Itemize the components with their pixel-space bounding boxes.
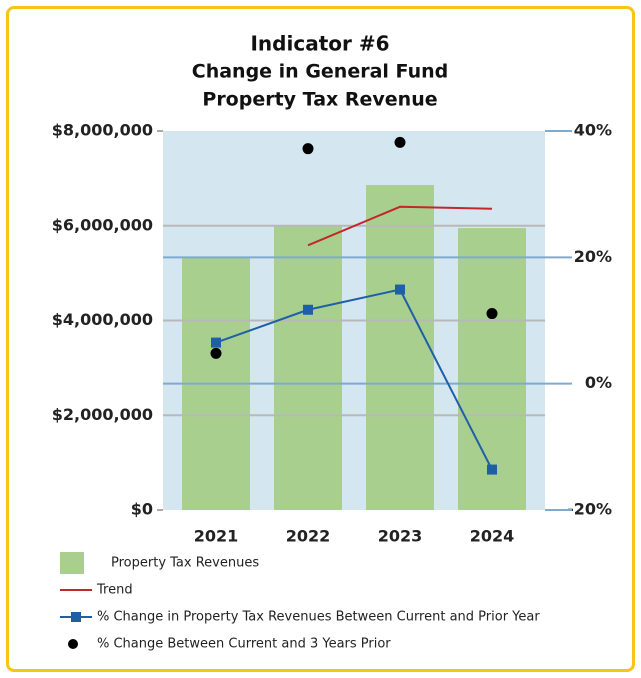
y-tick-label: $8,000,000	[52, 121, 153, 140]
legend-label: Property Tax Revenues	[111, 556, 259, 571]
x-tick-label: 2022	[286, 527, 331, 546]
marker	[487, 464, 497, 475]
marker	[303, 304, 313, 315]
legend-swatch	[68, 639, 78, 649]
y-tick-label: $2,000,000	[52, 405, 153, 424]
legend-swatch	[71, 612, 81, 622]
x-tick-label: 2024	[470, 527, 515, 546]
x-tick-label: 2023	[378, 527, 423, 546]
y-tick-label: $0	[131, 500, 153, 519]
chart-title: Indicator #6	[250, 32, 389, 56]
y-tick-label: $6,000,000	[52, 215, 153, 234]
legend-label: % Change Between Current and 3 Years Pri…	[97, 637, 391, 652]
bar	[274, 225, 342, 510]
bar	[366, 185, 434, 510]
legend-swatch	[60, 552, 84, 574]
dot	[210, 347, 222, 359]
dot	[486, 308, 498, 320]
y2-tick-label: 20%	[574, 247, 612, 266]
y-tick-label: $4,000,000	[52, 310, 153, 329]
dot	[394, 136, 406, 148]
dot	[302, 143, 314, 155]
frame	[6, 6, 635, 672]
y2-tick-label: 40%	[574, 121, 612, 140]
bar	[458, 228, 526, 510]
marker	[211, 337, 221, 348]
chart-subtitle: Change in General Fund	[192, 61, 448, 83]
line	[307, 205, 493, 247]
legend-label: Trend	[96, 583, 133, 598]
y2-tick-label: 0%	[585, 373, 612, 392]
y2-tick-label: -20%	[567, 500, 612, 519]
x-tick-label: 2021	[194, 527, 239, 546]
line	[215, 288, 493, 471]
chart-subtitle: Property Tax Revenue	[202, 89, 437, 111]
marker	[395, 284, 405, 295]
legend-label: % Change in Property Tax Revenues Betwee…	[97, 610, 540, 625]
